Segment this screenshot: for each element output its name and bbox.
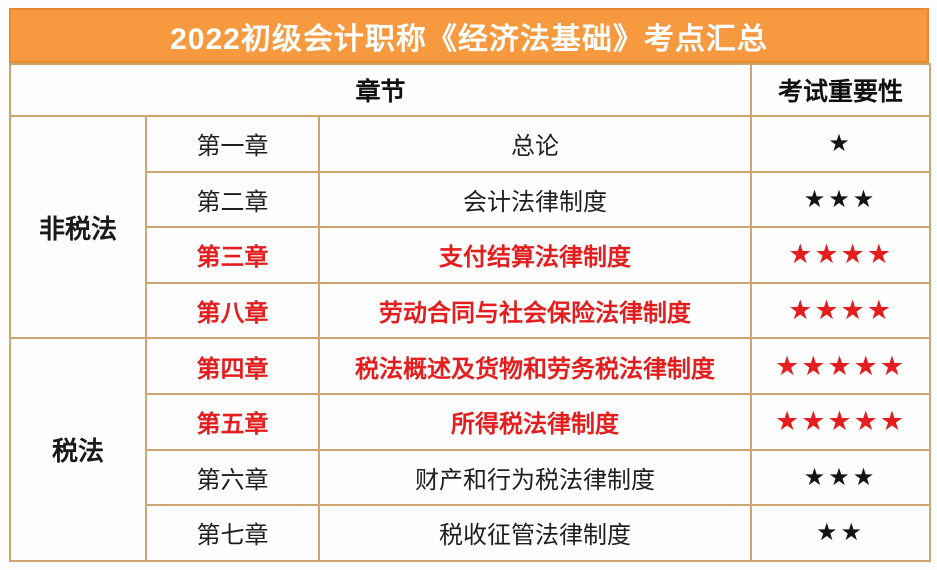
title-cell: 税法概述及货物和劳务税法律制度 — [317, 337, 753, 395]
importance-stars: ★★★ — [750, 448, 932, 507]
chapter-cell: 第二章 — [145, 170, 320, 229]
title-cell: 所得税法律制度 — [317, 392, 753, 451]
column-header-importance: 考试重要性 — [750, 63, 932, 117]
table-row: 第二章 会计法律制度 ★★★ — [10, 170, 932, 229]
table-row: 第七章 税收征管法律制度 ★★ — [10, 504, 932, 562]
chapter-cell: 第五章 — [145, 392, 320, 451]
table-header-row: 章节 考试重要性 — [8, 63, 932, 117]
importance-stars: ★★★ — [750, 170, 932, 229]
importance-stars: ★★★★ — [750, 226, 932, 284]
chapters-table: 章节 考试重要性 非税法 第一章 总论 ★ 第二章 会计法律制度 ★★★ 第三章… — [8, 63, 932, 562]
importance-stars: ★★ — [750, 504, 932, 562]
table-row: 第八章 劳动合同与社会保险法律制度 ★★★★ — [10, 281, 932, 340]
importance-stars: ★★★★★ — [750, 337, 932, 395]
title-cell: 总论 — [317, 115, 753, 173]
table-row: 税法 第四章 税法概述及货物和劳务税法律制度 ★★★★★ — [9, 337, 932, 562]
chapter-cell: 第四章 — [145, 337, 320, 395]
table-row: 第五章 所得税法律制度 ★★★★★ — [10, 392, 932, 451]
page-title: 2022初级会计职称《经济法基础》考点汇总 — [9, 8, 929, 63]
table-row: 非税法 第一章 总论 ★ — [9, 114, 932, 340]
chapter-cell: 第一章 — [145, 115, 320, 173]
chapter-cell: 第三章 — [145, 226, 320, 284]
table-row: 第三章 支付结算法律制度 ★★★★ — [10, 226, 932, 284]
chapter-cell: 第七章 — [145, 504, 320, 562]
column-header-chapter-section: 章节 — [8, 63, 753, 117]
importance-stars: ★★★★★ — [750, 392, 932, 451]
chapter-cell: 第六章 — [145, 448, 320, 507]
title-cell: 会计法律制度 — [317, 170, 753, 229]
table-row: 第六章 财产和行为税法律制度 ★★★ — [10, 448, 932, 507]
group-label-tax: 税法 — [9, 337, 147, 562]
importance-stars: ★ — [750, 115, 932, 173]
title-cell: 支付结算法律制度 — [317, 226, 753, 284]
title-cell: 税收征管法律制度 — [317, 504, 753, 562]
title-cell: 劳动合同与社会保险法律制度 — [317, 281, 753, 340]
group-label-nontax: 非税法 — [9, 114, 147, 340]
importance-stars: ★★★★ — [750, 281, 932, 340]
title-cell: 财产和行为税法律制度 — [317, 448, 753, 507]
chapter-cell: 第八章 — [145, 281, 320, 340]
